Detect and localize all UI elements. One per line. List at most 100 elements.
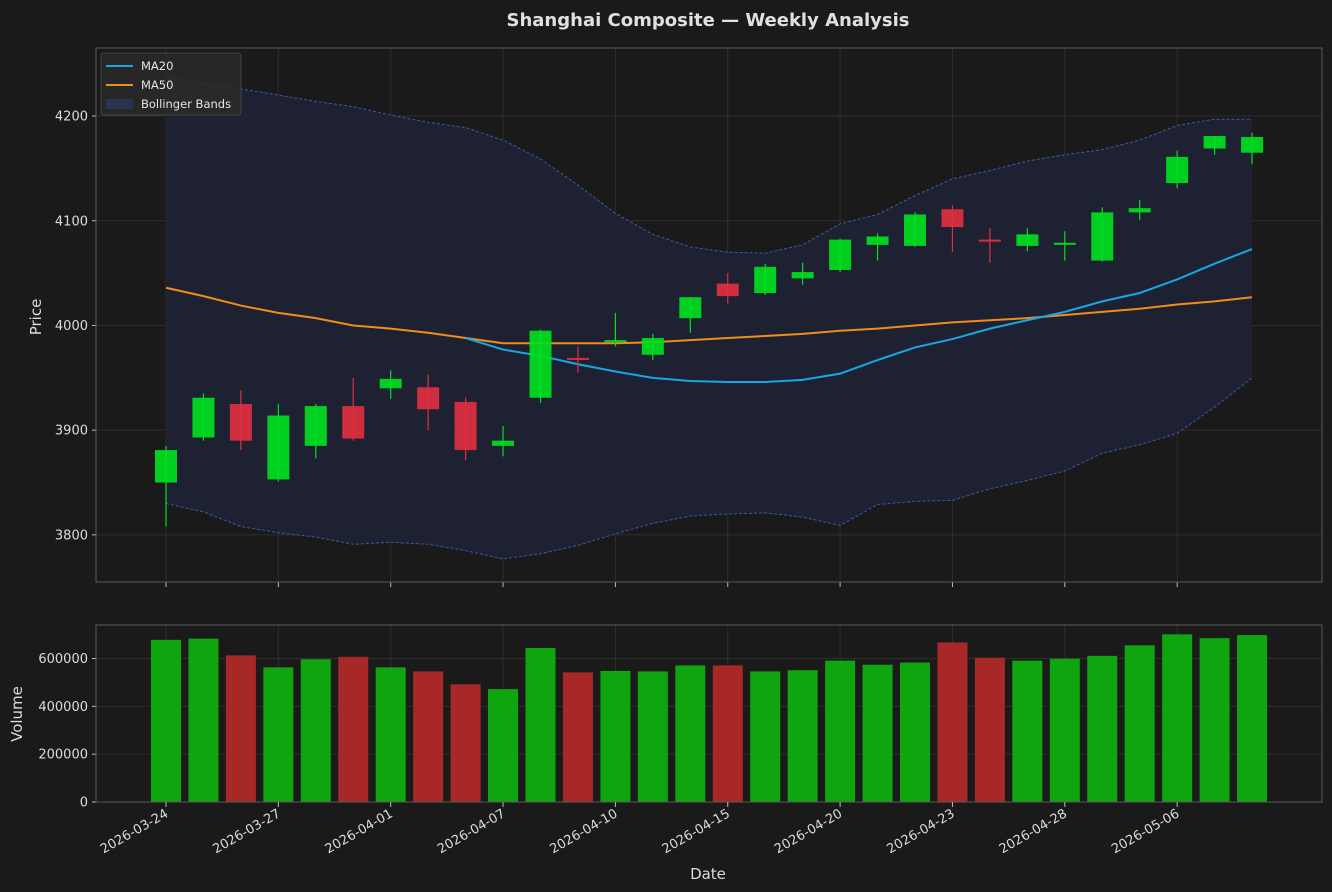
volume-tick-label: 200000 [38, 748, 88, 763]
candle [941, 205, 964, 253]
volume-tick-label: 400000 [38, 700, 88, 715]
candle-body [791, 272, 814, 279]
candle-body [1166, 156, 1189, 184]
candle [304, 404, 327, 459]
candle [791, 262, 814, 285]
candle-body [904, 214, 926, 246]
candle-body [192, 397, 215, 438]
candle [754, 263, 777, 296]
candle [1053, 231, 1076, 261]
candle [342, 377, 365, 441]
candle-body [829, 239, 852, 270]
volume-bar [1124, 645, 1155, 802]
volume-panel: 0 200000 400000 600000 [38, 624, 1323, 811]
candle-body [1091, 212, 1114, 261]
volume-bar [300, 659, 331, 802]
volume-bar [900, 662, 930, 802]
volume-bar [151, 639, 181, 802]
volume-tick-label: 0 [80, 796, 88, 811]
candle-body [566, 357, 589, 361]
candle-body [1241, 137, 1264, 153]
volume-bar [637, 671, 668, 802]
chart-title: Shanghai Composite — Weekly Analysis [507, 10, 910, 31]
candle [267, 404, 290, 482]
price-panel: 3800 3900 4000 4100 4200 [55, 47, 1323, 587]
candle [379, 370, 402, 399]
candle [192, 393, 215, 441]
candle-body [641, 338, 664, 355]
candle [417, 374, 440, 431]
x-axis-label: Date [690, 865, 726, 883]
price-tick-label: 4200 [55, 110, 88, 125]
volume-plot-frame [95, 624, 1323, 803]
candle [829, 238, 852, 273]
price-plot-frame [95, 47, 1323, 583]
volume-bar [375, 667, 406, 802]
candle [492, 425, 515, 457]
volume-bar [750, 671, 781, 802]
candle [529, 329, 552, 403]
candle-body [604, 340, 627, 343]
candle [978, 228, 1001, 263]
candle-body [754, 266, 777, 294]
volume-bar [225, 655, 256, 802]
candle [866, 233, 889, 261]
price-axis-label: Price [27, 299, 45, 336]
bollinger-band-fill [166, 77, 1253, 559]
candle-body [1203, 135, 1226, 149]
volume-bar [1012, 660, 1043, 802]
volume-bar [974, 657, 1005, 802]
candle [1091, 207, 1114, 262]
candle-body [1128, 208, 1151, 213]
legend-label: Bollinger Bands [141, 97, 231, 111]
volume-bar [712, 665, 743, 802]
volume-bar [825, 660, 856, 802]
candle-body [229, 404, 252, 441]
volume-bar [787, 670, 818, 802]
volume-bar [338, 656, 369, 802]
candle-body [417, 387, 440, 410]
volume-bar [1162, 634, 1193, 802]
candle [904, 212, 926, 247]
candle-body [454, 401, 477, 451]
volume-bar [525, 647, 556, 802]
legend-box [100, 52, 242, 116]
volume-tick-label: 600000 [38, 652, 88, 667]
volume-bar [488, 689, 519, 802]
candle [1166, 150, 1189, 189]
candle [454, 397, 477, 461]
candle-body [267, 415, 290, 480]
ma20-line [465, 248, 1253, 384]
price-tick-label: 4000 [55, 319, 88, 334]
candle [716, 273, 739, 304]
volume-bar [675, 665, 706, 802]
candle [1241, 132, 1264, 165]
legend: MA20 MA50 Bollinger Bands [100, 52, 242, 116]
candle-body [492, 440, 515, 446]
price-tick-label: 3900 [55, 424, 88, 439]
bollinger-lower-line [165, 377, 1253, 560]
candle [566, 346, 589, 373]
candle [604, 312, 627, 347]
volume-bar [862, 664, 893, 802]
volume-bar [1237, 635, 1268, 802]
candle-body [342, 406, 365, 439]
candle-body [679, 297, 702, 319]
volume-bar [1087, 655, 1118, 802]
legend-swatch-patch [106, 99, 133, 109]
candle-body [529, 330, 552, 398]
candle [1128, 199, 1151, 220]
ma50-line [165, 286, 1253, 345]
volume-bar [1199, 638, 1230, 802]
candle [641, 333, 664, 361]
candle-body [1016, 234, 1039, 246]
price-tick-label: 3800 [55, 528, 88, 543]
volume-bar [600, 670, 631, 802]
legend-label: MA20 [141, 59, 173, 73]
volume-bar [562, 672, 593, 802]
candle-body [155, 450, 177, 483]
candle [1203, 135, 1226, 155]
candle [679, 297, 702, 333]
candle [1016, 228, 1039, 252]
